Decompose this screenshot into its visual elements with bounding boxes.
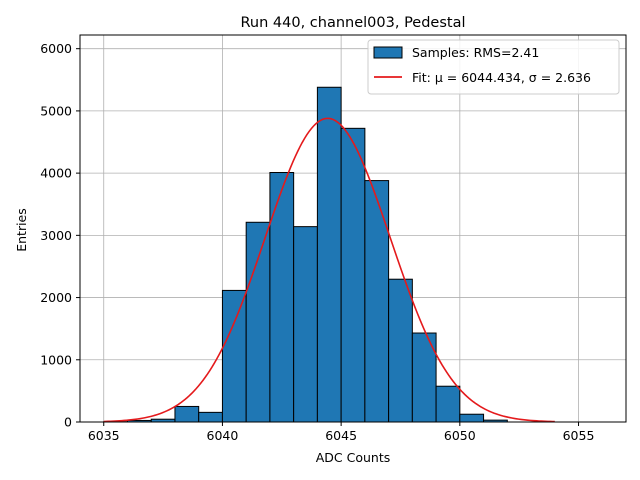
histogram-bar — [364, 180, 390, 423]
x-tick-label: 6040 — [207, 428, 239, 443]
histogram-bar — [198, 411, 223, 423]
histogram-bar — [435, 385, 461, 423]
fit-curve — [103, 117, 555, 423]
y-tick-label: 5000 — [40, 103, 72, 118]
legend-label-fit: Fit: μ = 6044.434, σ = 2.636 — [412, 70, 591, 85]
y-tick-label: 1000 — [40, 352, 72, 367]
y-tick-label: 0 — [64, 415, 72, 430]
x-tick-label: 6055 — [563, 428, 595, 443]
y-tick-label: 4000 — [40, 166, 72, 181]
y-tick-label: 3000 — [40, 228, 72, 243]
chart-title: Run 440, channel003, Pedestal — [240, 15, 465, 31]
histogram-bar — [388, 278, 413, 423]
x-tick-label: 6035 — [88, 428, 120, 443]
legend: Samples: RMS=2.41 Fit: μ = 6044.434, σ =… — [367, 39, 620, 95]
x-axis-ticks: 6035 6040 6045 6050 6055 — [88, 422, 595, 443]
legend-box — [367, 39, 620, 95]
y-tick-label: 6000 — [40, 41, 72, 56]
histogram-bar — [293, 226, 318, 423]
y-axis-label: Entries — [14, 208, 29, 252]
fit-curve-group — [103, 117, 555, 423]
x-tick-label: 6045 — [325, 428, 357, 443]
y-axis-ticks: 0 1000 2000 3000 4000 5000 6000 — [40, 41, 80, 430]
histogram-bar — [221, 289, 247, 423]
histogram-bar — [459, 413, 485, 423]
histogram-bar — [245, 221, 271, 423]
plot-frame — [79, 34, 627, 423]
histogram-bar — [316, 86, 342, 423]
x-tick-label: 6050 — [444, 428, 476, 443]
histogram-bar — [269, 172, 295, 423]
histogram-bar — [340, 127, 366, 423]
x-axis-label: ADC Counts — [316, 450, 391, 465]
legend-label-samples: Samples: RMS=2.41 — [412, 45, 539, 60]
y-tick-label: 2000 — [40, 290, 72, 305]
histogram-bar — [174, 405, 200, 423]
legend-swatch-samples — [373, 46, 403, 59]
